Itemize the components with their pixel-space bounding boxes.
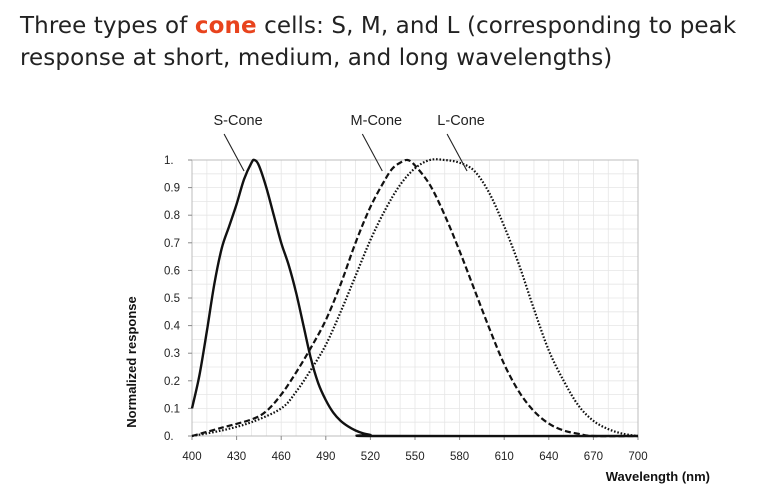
s-cone-curve <box>190 158 639 438</box>
y-axis-title: Normalized response <box>124 296 139 428</box>
title-lead-text: Three types of <box>20 13 195 39</box>
y-tick-label: 0. <box>164 431 174 443</box>
m-cone-label: M-Cone <box>351 113 403 129</box>
x-tick-label: 400 <box>182 451 201 463</box>
x-tick-label: 610 <box>495 451 514 463</box>
x-tick-label: 520 <box>361 451 380 463</box>
slide-title: Three types of cone cells: S, M, and L (… <box>20 10 770 74</box>
l-cone-label: L-Cone <box>437 113 485 129</box>
y-tick-label: 0.8 <box>164 210 180 222</box>
l-cone-leader-line <box>446 133 468 172</box>
x-tick-label: 550 <box>405 451 424 463</box>
title-accent-word: cone <box>194 13 257 39</box>
x-tick-label: 490 <box>316 451 335 463</box>
y-tick-label: 0.9 <box>164 183 180 195</box>
title-trailing-text: cells: S, M, and L (corresponding to pea… <box>20 13 737 71</box>
x-tick-label: 700 <box>628 451 647 463</box>
x-tick-label: 430 <box>227 451 246 463</box>
y-tick-label: 0.3 <box>164 348 180 360</box>
s-cone-label: S-Cone <box>214 113 263 129</box>
x-tick-label: 460 <box>272 451 291 463</box>
y-tick-label: 0.1 <box>164 403 180 415</box>
s-cone-leader-line <box>223 133 245 172</box>
y-tick-label: 0.6 <box>164 265 180 277</box>
m-cone-leader-line <box>361 133 383 172</box>
x-tick-label: 580 <box>450 451 469 463</box>
x-tick-label: 640 <box>539 451 558 463</box>
m-cone-curve <box>191 158 639 438</box>
x-tick-label: 670 <box>584 451 603 463</box>
y-tick-label: 0.5 <box>164 293 180 305</box>
y-tick-label: 1. <box>164 155 174 167</box>
y-tick-label: 0.7 <box>164 238 180 250</box>
y-tick-label: 0.2 <box>164 376 180 388</box>
x-axis-title: Wavelength (nm) <box>606 469 710 484</box>
y-tick-label: 0.4 <box>164 321 181 333</box>
l-cone-curve <box>191 158 639 438</box>
